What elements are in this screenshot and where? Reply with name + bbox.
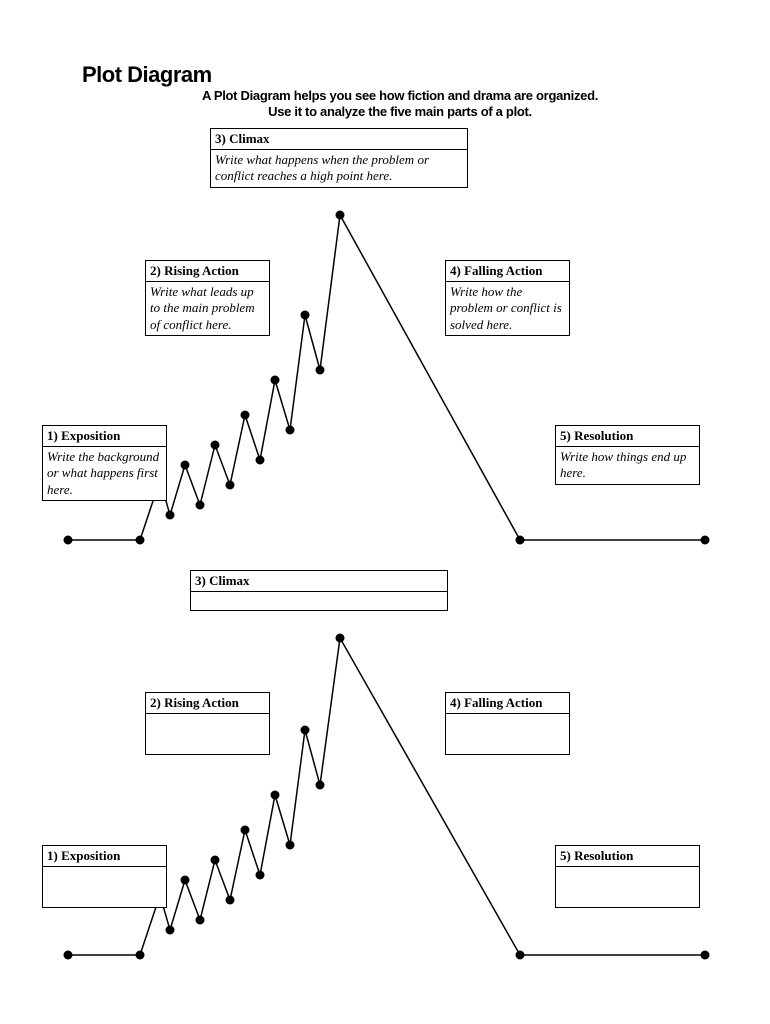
box-climax-2-title: 3) Climax	[191, 571, 447, 592]
box-resolution-1-title: 5) Resolution	[556, 426, 699, 447]
subtitle-line2: Use it to analyze the five main parts of…	[190, 104, 610, 119]
box-resolution-2-body[interactable]	[556, 867, 699, 907]
box-falling-2: 4) Falling Action	[445, 692, 570, 755]
box-falling-1: 4) Falling Action Write how the problem …	[445, 260, 570, 336]
box-climax-2-body[interactable]	[191, 592, 447, 610]
box-falling-2-title: 4) Falling Action	[446, 693, 569, 714]
box-resolution-2-title: 5) Resolution	[556, 846, 699, 867]
box-climax-1: 3) Climax Write what happens when the pr…	[210, 128, 468, 188]
box-exposition-2-body[interactable]	[43, 867, 166, 907]
page-title: Plot Diagram	[82, 62, 212, 88]
box-rising-1-title: 2) Rising Action	[146, 261, 269, 282]
box-rising-2: 2) Rising Action	[145, 692, 270, 755]
box-rising-1: 2) Rising Action Write what leads up to …	[145, 260, 270, 336]
box-exposition-1-body: Write the background or what happens fir…	[43, 447, 166, 500]
box-exposition-2-title: 1) Exposition	[43, 846, 166, 867]
box-falling-1-title: 4) Falling Action	[446, 261, 569, 282]
box-falling-1-body: Write how the problem or conflict is sol…	[446, 282, 569, 335]
box-resolution-1: 5) Resolution Write how things end up he…	[555, 425, 700, 485]
subtitle-line1: A Plot Diagram helps you see how fiction…	[190, 88, 610, 103]
box-exposition-1: 1) Exposition Write the background or wh…	[42, 425, 167, 501]
box-exposition-1-title: 1) Exposition	[43, 426, 166, 447]
box-exposition-2: 1) Exposition	[42, 845, 167, 908]
box-rising-1-body: Write what leads up to the main problem …	[146, 282, 269, 335]
box-rising-2-title: 2) Rising Action	[146, 693, 269, 714]
box-resolution-2: 5) Resolution	[555, 845, 700, 908]
box-resolution-1-body: Write how things end up here.	[556, 447, 699, 484]
box-climax-1-body: Write what happens when the problem or c…	[211, 150, 467, 187]
box-falling-2-body[interactable]	[446, 714, 569, 754]
box-climax-2: 3) Climax	[190, 570, 448, 611]
box-rising-2-body[interactable]	[146, 714, 269, 754]
box-climax-1-title: 3) Climax	[211, 129, 467, 150]
plot-diagram-2	[60, 560, 720, 980]
